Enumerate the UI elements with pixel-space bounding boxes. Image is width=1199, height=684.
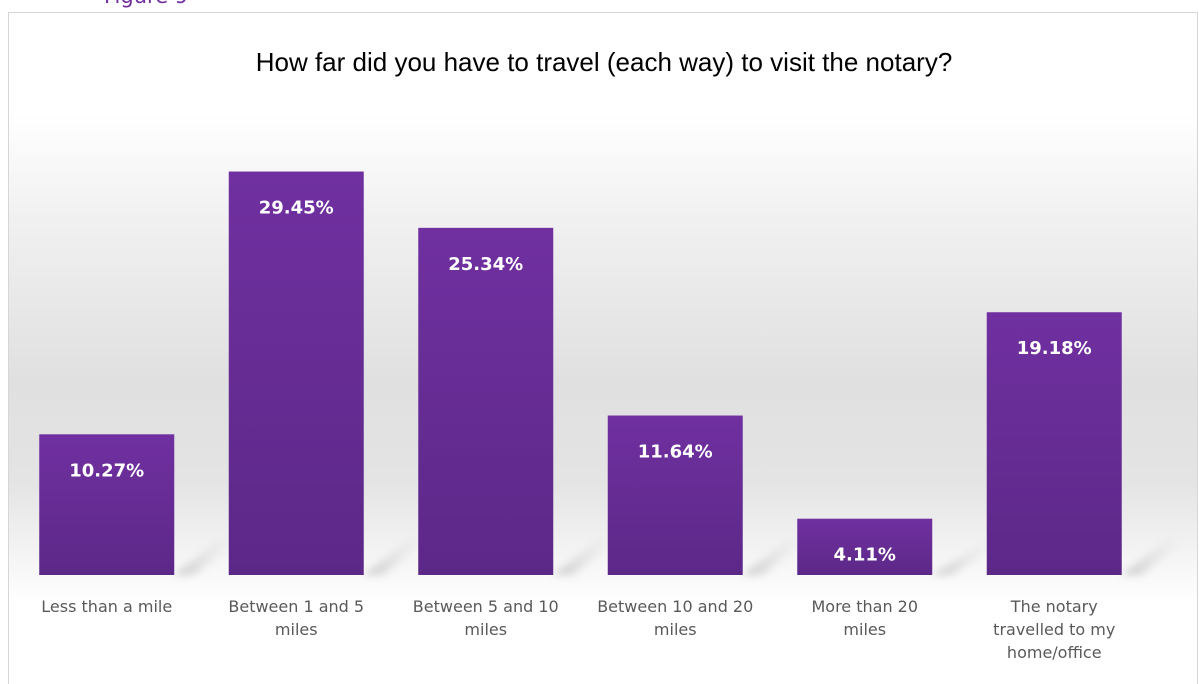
- category-label: Between 10 and 20 miles: [597, 597, 753, 639]
- bar-shadow: [363, 536, 424, 575]
- category-labels: Less than a mile Between 1 and 5 milesBetw…: [41, 597, 1115, 662]
- data-label: 29.45%: [259, 198, 334, 219]
- bar: [607, 415, 743, 575]
- category-label: Between 1 and 5 miles: [228, 597, 364, 639]
- figure-caption: Figure 9: [104, 0, 188, 8]
- chart-title: How far did you have to travel (each way…: [255, 47, 953, 77]
- category-label-line: miles: [843, 620, 886, 639]
- bars: [39, 171, 1122, 576]
- bar: [986, 312, 1122, 575]
- category-label-line: travelled to my: [993, 620, 1115, 639]
- bar: [39, 434, 175, 575]
- category-label-line: miles: [654, 620, 697, 639]
- bar: [418, 227, 554, 576]
- category-label-line: miles: [275, 620, 318, 639]
- bar-shadow: [932, 544, 993, 575]
- bar-chart-plot: 10.27% 29.45% 25.34% 11.64% 4.11% 19.18% Less…: [39, 171, 1182, 662]
- data-label: 25.34%: [448, 254, 523, 275]
- category-label-line: Between 5 and 10: [413, 597, 559, 616]
- category-label: Between 5 and 10 miles: [413, 597, 559, 639]
- data-label: 4.11%: [834, 545, 896, 566]
- bar: [228, 171, 364, 575]
- data-label: 10.27%: [69, 460, 144, 481]
- category-label-line: The notary: [1010, 597, 1098, 616]
- bar: [797, 518, 933, 575]
- category-label-line: home/office: [1007, 643, 1102, 662]
- category-label-line: Between 10 and 20: [597, 597, 753, 616]
- chart-area: How far did you have to travel (each way…: [8, 12, 1198, 684]
- category-label: More than 20 miles: [811, 597, 918, 639]
- data-label: 19.18%: [1017, 338, 1092, 359]
- category-label-line: Between 1 and 5: [228, 597, 364, 616]
- category-label-line: More than 20: [811, 597, 918, 616]
- bar-shadow: [174, 536, 235, 575]
- category-label: Less than a mile: [41, 597, 172, 616]
- category-label-line: miles: [464, 620, 507, 639]
- data-label: 11.64%: [638, 442, 713, 463]
- category-label-line: Less than a mile: [41, 597, 172, 616]
- category-label: The notary travelled to my home/office: [993, 597, 1115, 662]
- bar-shadow: [553, 536, 614, 575]
- data-labels: 10.27% 29.45% 25.34% 11.64% 4.11% 19.18%: [69, 198, 1091, 566]
- bar-shadow: [742, 536, 803, 575]
- bar-shadows: [174, 536, 1182, 575]
- bar-shadow: [1121, 536, 1182, 575]
